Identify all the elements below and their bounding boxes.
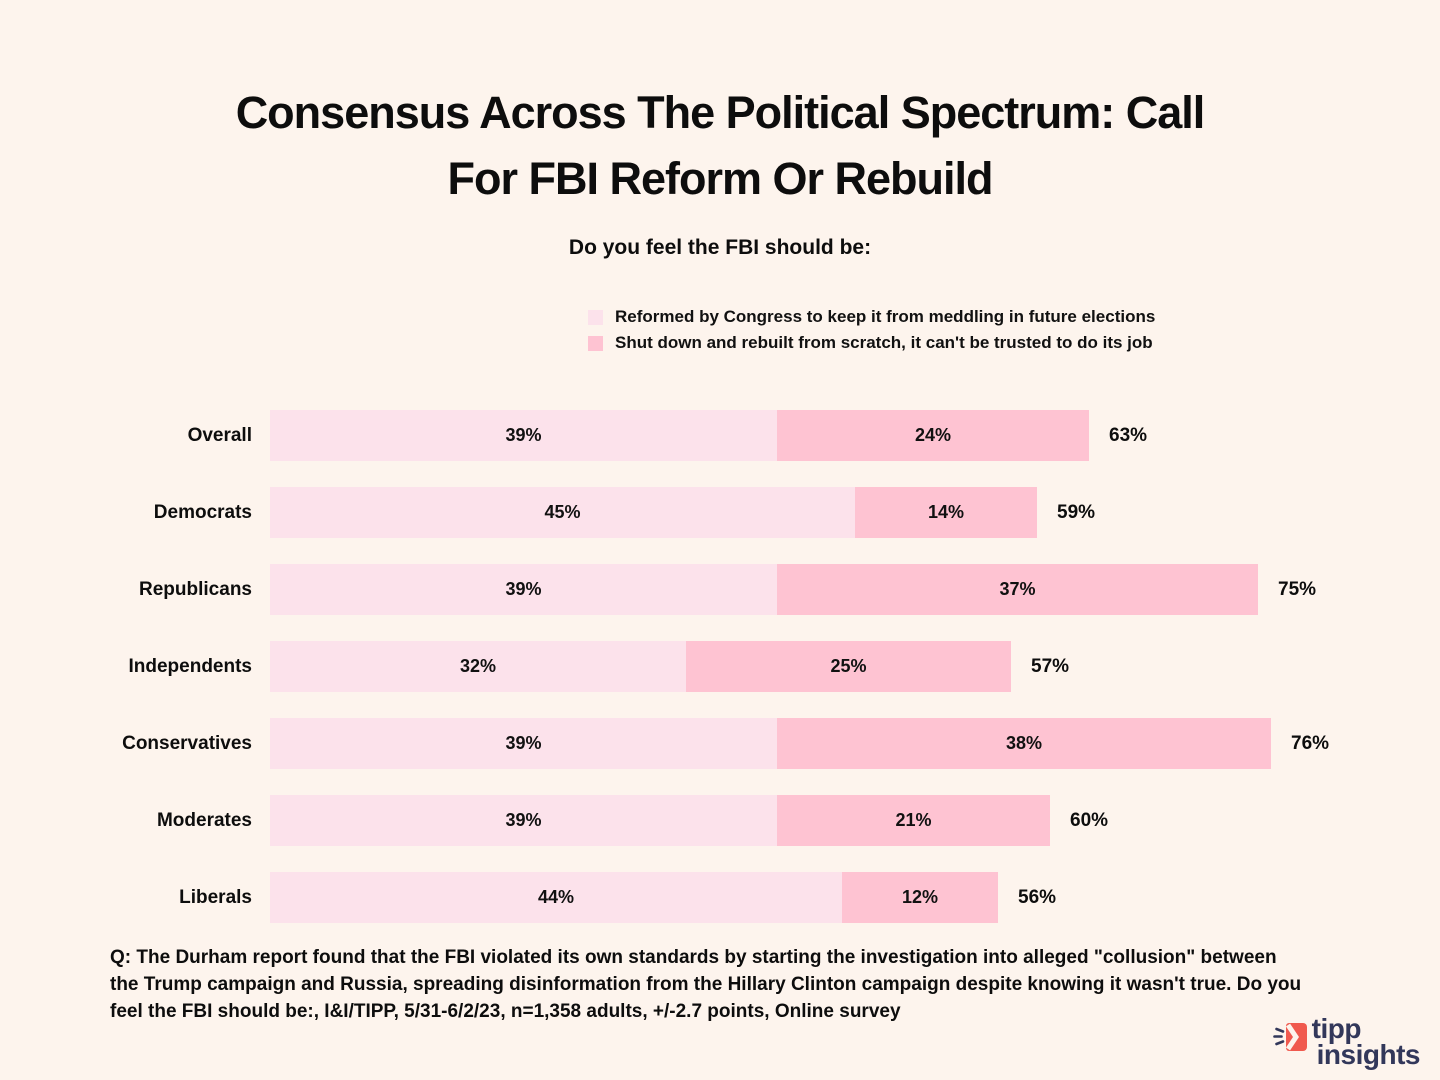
source-note: Q: The Durham report found that the FBI … <box>110 947 1302 1022</box>
bar-row-moderates: Moderates 39% 21% 60% <box>0 795 1440 846</box>
bar-segment-rebuilt: 14% <box>855 487 1037 538</box>
segment-value-label: 12% <box>901 887 939 907</box>
bar-segment-rebuilt: 38% <box>777 718 1271 769</box>
legend-item-reformed: Reformed by Congress to keep it from med… <box>588 304 1440 330</box>
bar-segment-reformed: 32% <box>270 641 686 692</box>
chart-title-line1: Consensus Across The Political Spectrum:… <box>235 87 1206 138</box>
bar-row-independents: Independents 32% 25% 57% <box>0 641 1440 692</box>
total-value-label: 63% <box>1109 424 1148 446</box>
segment-value-label: 39% <box>505 579 542 599</box>
bar-row-republicans: Republicans 39% 37% 75% <box>0 564 1440 615</box>
total-value-label: 59% <box>1057 501 1096 523</box>
total-value-label: 57% <box>1031 655 1070 677</box>
bar-track: 39% 21% 60% <box>270 795 1108 846</box>
tipp-insights-wordmark: tipp insights <box>1311 1013 1421 1070</box>
segment-value-label: 37% <box>999 579 1036 599</box>
category-label-independents: Independents <box>128 655 252 677</box>
bar-row-liberals: Liberals 44% 12% 56% <box>0 872 1440 923</box>
bar-segment-reformed: 39% <box>270 718 777 769</box>
chart-subtitle: Do you feel the FBI should be: <box>568 236 872 259</box>
tipp-insights-icon <box>1272 1023 1307 1051</box>
bar-track: 45% 14% 59% <box>270 487 1095 538</box>
segment-value-label: 39% <box>505 733 542 753</box>
bar-segment-rebuilt: 24% <box>777 410 1089 461</box>
legend-swatch <box>588 335 603 351</box>
total-value-label: 60% <box>1070 809 1109 831</box>
bar-row-overall: Overall 39% 24% 63% <box>0 410 1440 461</box>
category-label-moderates: Moderates <box>156 809 252 831</box>
total-value-label: 56% <box>1018 886 1057 908</box>
category-label-republicans: Republicans <box>139 578 252 600</box>
total-value-label: 76% <box>1291 732 1330 754</box>
bar-segment-reformed: 45% <box>270 487 855 538</box>
chart-title: Consensus Across The Political Spectrum:… <box>0 0 1440 212</box>
stacked-bar-chart: Overall 39% 24% 63% Democrats 45% 14% 59% Republ… <box>0 410 1440 923</box>
bar-row-democrats: Democrats 45% 14% 59% <box>0 487 1440 538</box>
logo-text-insights: insights <box>1316 1039 1421 1070</box>
segment-value-label: 14% <box>927 502 965 522</box>
bar-row-conservatives: Conservatives 39% 38% 76% <box>0 718 1440 769</box>
legend-swatch <box>588 309 603 325</box>
tipp-insights-logo: tipp insights <box>1272 1013 1421 1070</box>
category-label-overall: Overall <box>187 424 252 446</box>
segment-value-label: 24% <box>914 425 952 445</box>
bar-track: 39% 38% 76% <box>270 718 1329 769</box>
segment-value-label: 45% <box>544 502 581 522</box>
bar-segment-rebuilt: 37% <box>777 564 1258 615</box>
segment-value-label: 21% <box>895 810 932 830</box>
bar-segment-reformed: 39% <box>270 795 777 846</box>
category-label-conservatives: Conservatives <box>122 732 252 754</box>
segment-value-label: 39% <box>505 425 542 445</box>
legend-label: Shut down and rebuilt from scratch, it c… <box>615 333 1153 352</box>
bar-segment-reformed: 39% <box>270 564 777 615</box>
bar-track: 44% 12% 56% <box>270 872 1056 923</box>
bar-track: 32% 25% 57% <box>270 641 1069 692</box>
segment-value-label: 44% <box>537 887 575 907</box>
bar-segment-rebuilt: 25% <box>686 641 1011 692</box>
segment-value-label: 32% <box>459 656 497 676</box>
total-value-label: 75% <box>1278 578 1317 600</box>
bar-segment-rebuilt: 21% <box>777 795 1050 846</box>
category-label-liberals: Liberals <box>179 886 252 908</box>
bar-track: 39% 24% 63% <box>270 410 1147 461</box>
bar-segment-reformed: 44% <box>270 872 842 923</box>
category-label-democrats: Democrats <box>153 501 252 523</box>
bar-track: 39% 37% 75% <box>270 564 1316 615</box>
segment-value-label: 38% <box>1005 733 1043 753</box>
chart-title-line2: For FBI Reform Or Rebuild <box>447 153 993 204</box>
segment-value-label: 25% <box>830 656 867 676</box>
bar-segment-rebuilt: 12% <box>842 872 998 923</box>
segment-value-label: 39% <box>505 810 542 830</box>
logo-text-tipp: tipp <box>1311 1013 1362 1044</box>
legend-label: Reformed by Congress to keep it from med… <box>615 307 1156 326</box>
legend-item-rebuilt: Shut down and rebuilt from scratch, it c… <box>588 330 1440 356</box>
chart-legend: Reformed by Congress to keep it from med… <box>588 304 1440 356</box>
bar-segment-reformed: 39% <box>270 410 777 461</box>
